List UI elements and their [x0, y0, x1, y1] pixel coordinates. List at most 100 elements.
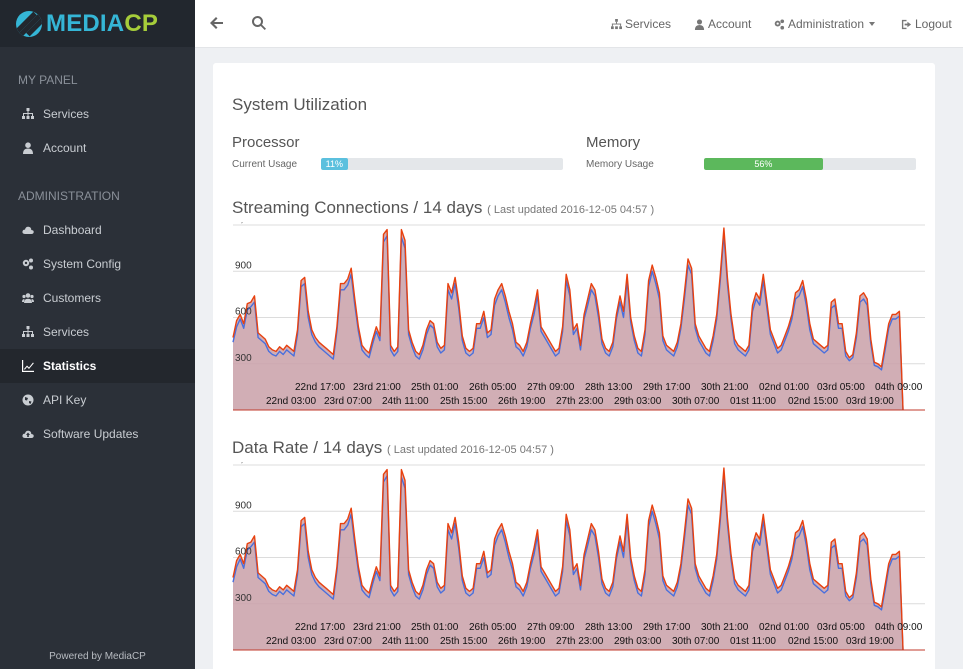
x-tick-label: 25th 15:00 [440, 636, 488, 647]
caret-down-icon [869, 22, 876, 26]
x-tick-label: 30th 21:00 [701, 382, 749, 393]
sidebar-item-account[interactable]: Account [0, 131, 195, 165]
y-tick-label: 300 [235, 593, 252, 604]
sidebar-item-label: Account [43, 141, 87, 155]
streaming-connections-heading: Streaming Connections / 14 days ( Last u… [232, 198, 654, 218]
x-tick-label: 02nd 01:00 [759, 622, 809, 633]
x-tick-label: 27th 23:00 [556, 636, 604, 647]
series-line-1 [232, 473, 904, 651]
y-tick-label: 600 [235, 307, 252, 318]
sidebar-section-administration: ADMINISTRATION [18, 189, 120, 203]
x-tick-label: 23rd 07:00 [324, 396, 372, 407]
x-tick-label: 29th 03:00 [614, 396, 662, 407]
x-tick-label: 03rd 05:00 [817, 382, 865, 393]
x-tick-label: 26th 05:00 [469, 622, 517, 633]
top-logout-link[interactable]: Logout [901, 17, 952, 31]
brand-name: MEDIACP [46, 9, 159, 37]
y-tick-label: 300 [235, 353, 252, 364]
top-administration-dropdown[interactable]: Administration [774, 17, 876, 31]
sidebar-item-services[interactable]: Services [0, 315, 195, 349]
sidebar-item-label: Software Updates [43, 427, 139, 441]
series-line-1 [232, 233, 904, 411]
x-tick-label: 29th 17:00 [643, 382, 691, 393]
cloud-upload-icon [22, 428, 34, 440]
x-tick-label: 27th 09:00 [527, 622, 575, 633]
x-tick-label: 28th 13:00 [585, 622, 633, 633]
processor-title: Processor [232, 134, 300, 151]
top-services-label: Services [625, 17, 672, 31]
series-line-0 [232, 467, 904, 651]
x-tick-label: 27th 23:00 [556, 396, 604, 407]
x-tick-label: 30th 21:00 [701, 622, 749, 633]
sidebar-item-my-services[interactable]: Services [0, 97, 195, 131]
cloud-icon [22, 224, 34, 236]
sidebar: MEDIACP MY PANEL Services Account ADMINI… [0, 0, 195, 669]
streaming-connections-svg: 300 600 900 1,200 22nd 17:00 23rd 21:00 25th 0… [232, 222, 925, 411]
top-services-link[interactable]: Services [611, 17, 671, 31]
user-icon [22, 142, 34, 154]
x-tick-label: 24th 11:00 [382, 636, 429, 647]
powered-by-footer: Powered by MediaCP [49, 651, 146, 662]
x-tick-label: 22nd 17:00 [295, 622, 345, 633]
x-tick-label: 22nd 03:00 [266, 636, 316, 647]
processor-usage-bar: 11% [321, 158, 563, 170]
sidebar-item-statistics[interactable]: Statistics [0, 349, 195, 383]
sidebar-item-label: API Key [43, 393, 87, 407]
processor-usage-label: Current Usage [232, 159, 298, 170]
gears-icon [774, 18, 785, 30]
x-tick-label: 03rd 19:00 [846, 636, 894, 647]
x-tick-label: 29th 17:00 [643, 622, 691, 633]
y-tick-label: 1,200 [235, 462, 260, 465]
memory-title: Memory [586, 134, 641, 151]
top-account-link[interactable]: Account [694, 17, 751, 31]
y-tick-label: 1,200 [235, 222, 260, 225]
y-tick-label: 900 [235, 500, 252, 511]
x-tick-label: 28th 13:00 [585, 382, 633, 393]
x-tick-label: 02nd 15:00 [788, 636, 838, 647]
x-tick-label: 26th 05:00 [469, 382, 517, 393]
sidebar-item-label: System Config [43, 257, 122, 271]
x-tick-label: 26th 19:00 [498, 636, 546, 647]
y-tick-label: 600 [235, 547, 252, 558]
x-tick-label: 27th 09:00 [527, 382, 575, 393]
top-administration-label: Administration [788, 17, 865, 31]
sidebar-item-label: Services [43, 325, 90, 339]
x-tick-label: 03rd 05:00 [817, 622, 865, 633]
processor-usage-fill: 11% [321, 158, 348, 170]
x-tick-label: 26th 19:00 [498, 396, 546, 407]
x-tick-label: 29th 03:00 [614, 636, 662, 647]
x-tick-label: 04th 09:00 [875, 382, 923, 393]
topbar: Services Account Administration Logout [195, 0, 963, 48]
sidebar-item-system-config[interactable]: System Config [0, 247, 195, 281]
sidebar-item-label: Statistics [43, 359, 97, 373]
sidebar-item-dashboard[interactable]: Dashboard [0, 213, 195, 247]
x-tick-label: 25th 01:00 [411, 622, 459, 633]
gears-icon [22, 258, 34, 270]
sidebar-item-label: Services [43, 107, 90, 121]
sidebar-item-label: Customers [43, 291, 102, 305]
streaming-connections-chart: 300 600 900 1,200 22nd 17:00 23rd 21:00 25th 0… [232, 222, 926, 412]
x-tick-label: 03rd 19:00 [846, 396, 894, 407]
search-icon[interactable] [251, 15, 267, 31]
sidebar-item-customers[interactable]: Customers [0, 281, 195, 315]
sidebar-item-software-updates[interactable]: Software Updates [0, 417, 195, 451]
globe-icon [22, 394, 34, 406]
series-line-0 [232, 227, 904, 411]
x-tick-label: 30th 07:00 [672, 636, 720, 647]
sidebar-item-api-key[interactable]: API Key [0, 383, 195, 417]
x-tick-label: 30th 07:00 [672, 396, 720, 407]
x-tick-label: 01st 11:00 [730, 396, 776, 407]
x-tick-label: 22nd 17:00 [295, 382, 345, 393]
x-tick-label: 02nd 15:00 [788, 396, 838, 407]
users-icon [22, 292, 34, 304]
x-tick-label: 25th 15:00 [440, 396, 488, 407]
memory-usage-label: Memory Usage [586, 159, 654, 170]
memory-usage-fill: 56% [704, 158, 823, 170]
logout-icon [901, 19, 912, 29]
back-arrow-icon[interactable] [209, 15, 225, 31]
x-tick-label: 04th 09:00 [875, 622, 923, 633]
streaming-connections-title: Streaming Connections / 14 days [232, 198, 483, 217]
streaming-connections-updated: ( Last updated 2016-12-05 04:57 ) [487, 204, 655, 216]
x-tick-label: 23rd 21:00 [353, 622, 401, 633]
brand-logo[interactable]: MEDIACP [0, 0, 195, 47]
